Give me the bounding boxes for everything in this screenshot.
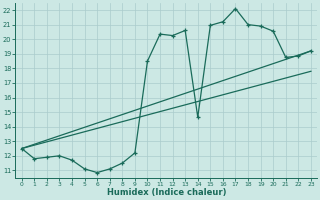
X-axis label: Humidex (Indice chaleur): Humidex (Indice chaleur) [107, 188, 226, 197]
